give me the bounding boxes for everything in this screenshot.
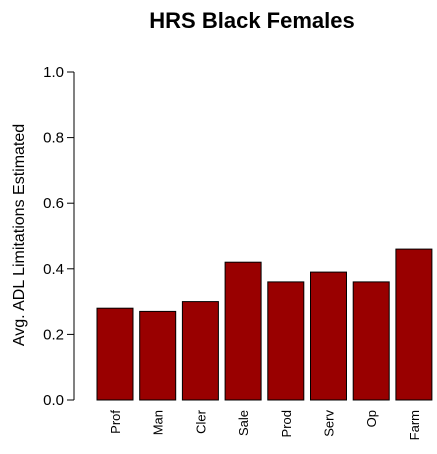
bar-sale [224, 261, 262, 401]
x-tick-label-serv: Serv [322, 410, 337, 437]
x-tick-label-sale: Sale [236, 410, 251, 436]
bar-cler [181, 301, 219, 401]
y-axis: 0.0 0.2 0.4 0.6 0.8 1.0 [43, 64, 75, 409]
x-tick-label-man: Man [151, 410, 166, 435]
bars-group [96, 248, 433, 401]
bar-prod [267, 281, 305, 401]
x-tick-label-prod: Prod [279, 410, 294, 437]
x-tick-labels: Prof Man Cler Sale Prod Serv Op Farm [108, 409, 422, 440]
x-tick-label-farm: Farm [407, 410, 422, 440]
y-tick-label: 0.6 [43, 195, 64, 212]
y-tick-label: 0.4 [43, 261, 64, 278]
bar-farm [395, 248, 433, 401]
y-tick-label: 0.2 [43, 326, 64, 343]
chart-title: HRS Black Females [149, 8, 354, 33]
bar-man [139, 310, 177, 401]
y-tick-label: 0.0 [43, 392, 64, 409]
bar-prof [96, 307, 134, 401]
y-tick-label: 0.8 [43, 130, 64, 147]
y-tick-label: 1.0 [43, 64, 64, 81]
bar-serv [310, 271, 347, 401]
bar-op [352, 281, 390, 401]
x-tick-label-op: Op [364, 410, 379, 427]
x-tick-label-cler: Cler [193, 409, 208, 434]
x-tick-label-prof: Prof [108, 410, 123, 434]
y-axis-label: Avg. ADL Limitations Estimated [11, 124, 28, 346]
